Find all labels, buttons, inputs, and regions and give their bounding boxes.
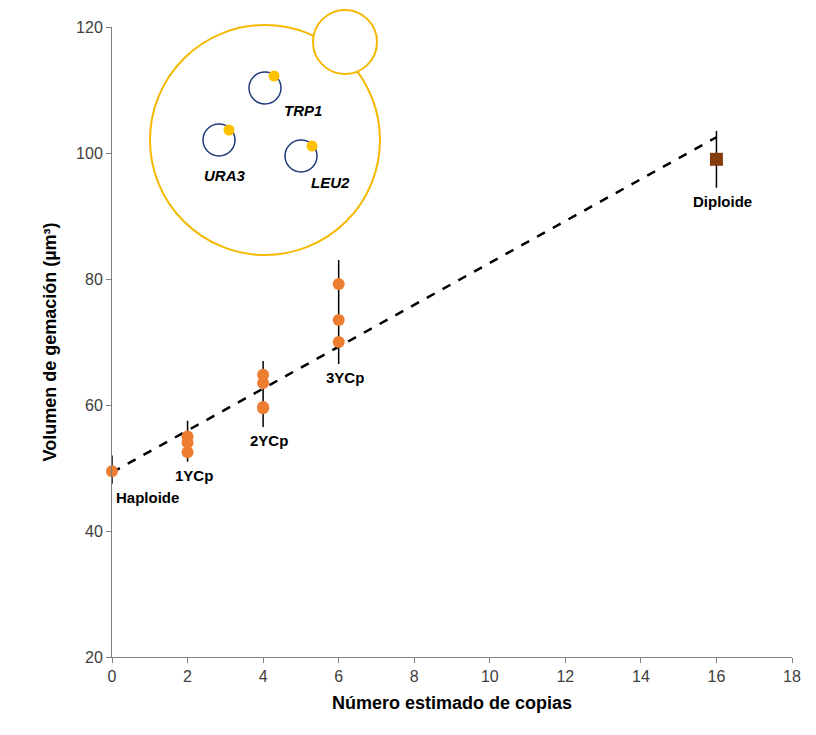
svg-text:0: 0: [108, 668, 117, 685]
svg-text:LEU2: LEU2: [311, 174, 350, 191]
svg-text:60: 60: [85, 397, 103, 414]
svg-text:6: 6: [334, 668, 343, 685]
svg-text:Número estimado de copias: Número estimado de copias: [332, 693, 572, 713]
svg-text:3YCp: 3YCp: [326, 369, 364, 386]
svg-text:120: 120: [76, 19, 103, 36]
svg-text:8: 8: [410, 668, 419, 685]
svg-text:2YCp: 2YCp: [250, 432, 288, 449]
svg-text:10: 10: [481, 668, 499, 685]
svg-text:1YCp: 1YCp: [175, 467, 213, 484]
svg-text:4: 4: [259, 668, 268, 685]
svg-text:100: 100: [76, 145, 103, 162]
svg-text:Diploide: Diploide: [693, 193, 752, 210]
svg-text:Volumen de gemación (µm³): Volumen de gemación (µm³): [40, 222, 60, 461]
svg-text:Haploide: Haploide: [116, 489, 179, 506]
svg-text:URA3: URA3: [204, 167, 245, 184]
svg-text:12: 12: [556, 668, 574, 685]
svg-text:40: 40: [85, 523, 103, 540]
svg-text:16: 16: [708, 668, 726, 685]
svg-text:80: 80: [85, 271, 103, 288]
svg-text:14: 14: [632, 668, 650, 685]
svg-text:18: 18: [783, 668, 801, 685]
svg-text:TRP1: TRP1: [284, 102, 322, 119]
svg-text:2: 2: [183, 668, 192, 685]
svg-text:20: 20: [85, 649, 103, 666]
